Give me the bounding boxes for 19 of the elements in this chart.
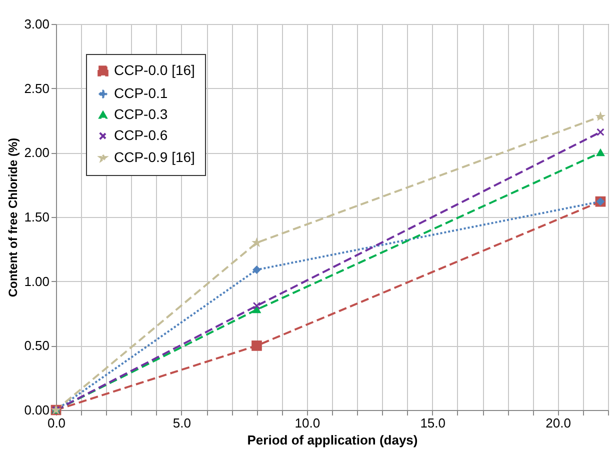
- legend-label: CCP-0.1: [114, 85, 168, 101]
- y-tick-label: 3.00: [24, 16, 50, 32]
- y-tick-label: 0.50: [24, 338, 50, 354]
- x-axis-title: Period of application (days): [247, 432, 418, 448]
- legend-label: CCP-0.0 [16]: [114, 62, 195, 78]
- x-tick-label: 0.0: [47, 416, 66, 430]
- x-tick-label: 20.0: [546, 416, 571, 430]
- y-tick-label: 1.00: [24, 274, 50, 289]
- y-tick-label: 2.50: [24, 80, 50, 96]
- x-tick-label: 15.0: [420, 416, 446, 430]
- x-tick-label: 10.0: [294, 416, 320, 430]
- y-tick-label: 1.50: [24, 210, 50, 224]
- legend-label: CCP-0.9 [16]: [114, 149, 195, 165]
- y-tick-label: 0.00: [24, 402, 50, 418]
- legend-label: CCP-0.6: [114, 127, 168, 143]
- legend-label: CCP-0.3: [114, 106, 168, 122]
- x-tick-label: 5.0: [172, 416, 191, 430]
- y-axis-title: Content of free Chloride (%): [6, 138, 20, 298]
- y-tick-label: 2.00: [24, 145, 50, 160]
